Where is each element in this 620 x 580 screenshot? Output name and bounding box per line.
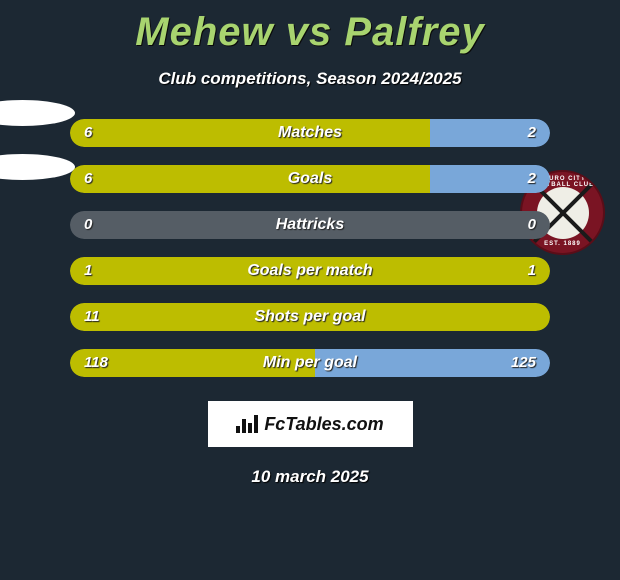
- stat-row: 11Shots per goal: [70, 303, 550, 331]
- left-club-logo-2: [0, 154, 75, 180]
- fctables-logo: FcTables.com: [208, 401, 413, 447]
- fctables-bars-icon: [236, 415, 258, 433]
- stat-label: Hattricks: [70, 211, 550, 239]
- stat-label: Matches: [70, 119, 550, 147]
- left-club-logo-1: [0, 100, 75, 126]
- fctables-text: FcTables.com: [264, 414, 383, 435]
- date-text: 10 march 2025: [0, 467, 620, 487]
- stat-row: 62Goals: [70, 165, 550, 193]
- stat-row: 11Goals per match: [70, 257, 550, 285]
- stat-label: Goals: [70, 165, 550, 193]
- stat-row: 62Matches: [70, 119, 550, 147]
- subtitle: Club competitions, Season 2024/2025: [0, 69, 620, 89]
- comparison-chart: 62Matches 62Goals 00Hattricks 11Goals per m…: [70, 119, 550, 377]
- stat-label: Goals per match: [70, 257, 550, 285]
- stat-label: Min per goal: [70, 349, 550, 377]
- stat-row: 00Hattricks: [70, 211, 550, 239]
- stat-row: 118125Min per goal: [70, 349, 550, 377]
- stat-label: Shots per goal: [70, 303, 550, 331]
- page-title: Mehew vs Palfrey: [0, 0, 620, 55]
